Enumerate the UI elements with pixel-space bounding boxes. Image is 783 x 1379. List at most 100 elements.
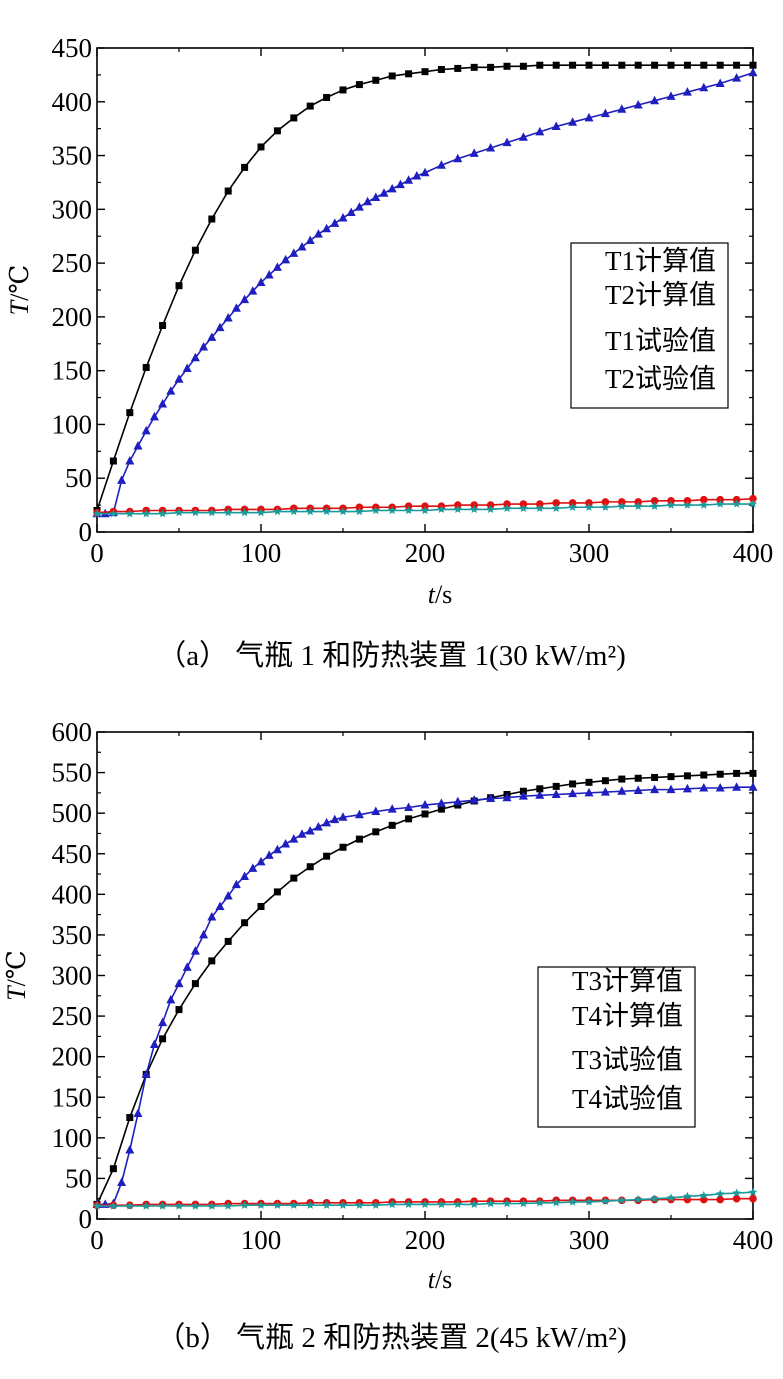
marker-square xyxy=(601,61,609,69)
marker-star xyxy=(273,507,282,516)
marker-star xyxy=(109,509,118,518)
marker-star xyxy=(256,508,266,517)
marker-triangle xyxy=(141,425,151,435)
marker-star xyxy=(158,1201,167,1210)
marker-triangle xyxy=(272,262,282,271)
marker-triangle xyxy=(207,912,217,921)
marker-star xyxy=(371,1200,381,1209)
marker-triangle xyxy=(453,153,463,163)
marker-square xyxy=(109,1165,117,1173)
marker-star xyxy=(174,508,184,517)
marker-triangle xyxy=(354,202,364,211)
x-tick-label: 300 xyxy=(569,538,610,568)
marker-triangle xyxy=(568,788,578,798)
marker-triangle xyxy=(568,117,578,126)
marker-star xyxy=(650,501,659,510)
marker-triangle xyxy=(289,248,299,257)
y-tick-label: 400 xyxy=(52,879,93,909)
legend: T3计算值 T4计算值 T3试验值 T4试验值 xyxy=(537,966,696,1128)
marker-star xyxy=(338,1200,348,1209)
marker-triangle xyxy=(289,834,299,843)
marker-square xyxy=(618,775,626,783)
marker-triangle xyxy=(305,826,315,835)
marker-square xyxy=(552,782,560,790)
y-tick-label: 50 xyxy=(65,1163,92,1193)
marker-triangle xyxy=(371,192,381,202)
y-tick-label: 0 xyxy=(79,1204,93,1234)
marker-circle xyxy=(650,497,659,505)
marker-circle xyxy=(601,498,610,506)
marker-star xyxy=(191,1201,200,1210)
marker-square xyxy=(569,61,577,69)
marker-triangle xyxy=(231,879,241,889)
marker-star xyxy=(387,505,397,515)
marker-star xyxy=(551,1198,561,1207)
marker-triangle xyxy=(264,269,274,279)
marker-star xyxy=(666,500,676,509)
marker-triangle xyxy=(404,175,414,184)
marker-square xyxy=(700,771,708,779)
marker-triangle xyxy=(207,332,217,341)
marker-triangle xyxy=(650,784,660,794)
marker-star xyxy=(617,501,627,510)
marker-triangle xyxy=(248,286,258,295)
legend-entry: T3试验值 xyxy=(572,1045,683,1075)
marker-star xyxy=(650,1194,659,1203)
marker-triangle xyxy=(158,399,168,408)
marker-triangle xyxy=(551,789,561,798)
marker-square xyxy=(126,409,134,417)
marker-square xyxy=(667,773,675,781)
marker-square xyxy=(569,780,577,788)
marker-square xyxy=(388,72,396,80)
marker-triangle xyxy=(322,817,332,827)
marker-square xyxy=(405,70,413,78)
marker-triangle xyxy=(600,787,610,796)
marker-square xyxy=(651,61,659,69)
marker-triangle xyxy=(453,796,463,806)
marker-square xyxy=(109,457,117,465)
marker-square xyxy=(241,919,249,927)
marker-triangle xyxy=(174,374,184,383)
legend-entry: T3计算值 xyxy=(572,966,683,996)
marker-triangle xyxy=(215,901,225,911)
marker-square xyxy=(175,282,183,290)
marker-triangle xyxy=(322,223,332,233)
marker-triangle xyxy=(395,179,405,189)
marker-triangle xyxy=(502,137,512,147)
marker-star xyxy=(683,1191,692,1200)
marker-triangle xyxy=(600,108,610,118)
marker-square xyxy=(437,805,445,813)
y-tick-label: 400 xyxy=(52,87,93,117)
marker-square xyxy=(651,773,659,781)
marker-square xyxy=(208,957,216,965)
marker-triangle xyxy=(469,148,479,157)
marker-triangle xyxy=(732,782,742,791)
marker-square xyxy=(175,1006,183,1014)
marker-triangle xyxy=(387,183,397,193)
marker-triangle xyxy=(502,792,512,802)
x-tick-label: 200 xyxy=(405,1225,446,1255)
y-tick-label: 350 xyxy=(52,920,93,950)
marker-star xyxy=(92,1201,102,1210)
y-tick-label: 550 xyxy=(52,758,93,788)
y-axis-label: T/℃ xyxy=(2,950,31,1001)
marker-star xyxy=(223,1201,233,1210)
marker-triangle xyxy=(125,456,135,465)
marker-star xyxy=(584,1197,594,1206)
marker-triangle xyxy=(264,850,274,859)
marker-star xyxy=(141,509,151,518)
y-tick-label: 100 xyxy=(52,409,93,439)
marker-star xyxy=(240,1200,249,1209)
marker-square xyxy=(716,770,724,778)
marker-star xyxy=(519,503,528,512)
y-tick-label: 300 xyxy=(52,961,93,991)
marker-square xyxy=(487,63,495,71)
marker-triangle xyxy=(682,783,692,793)
marker-triangle xyxy=(248,863,258,872)
y-tick-label: 100 xyxy=(52,1123,93,1153)
marker-star xyxy=(437,504,446,514)
marker-triangle xyxy=(732,73,742,82)
marker-star xyxy=(568,502,577,511)
marker-triangle xyxy=(436,798,446,807)
